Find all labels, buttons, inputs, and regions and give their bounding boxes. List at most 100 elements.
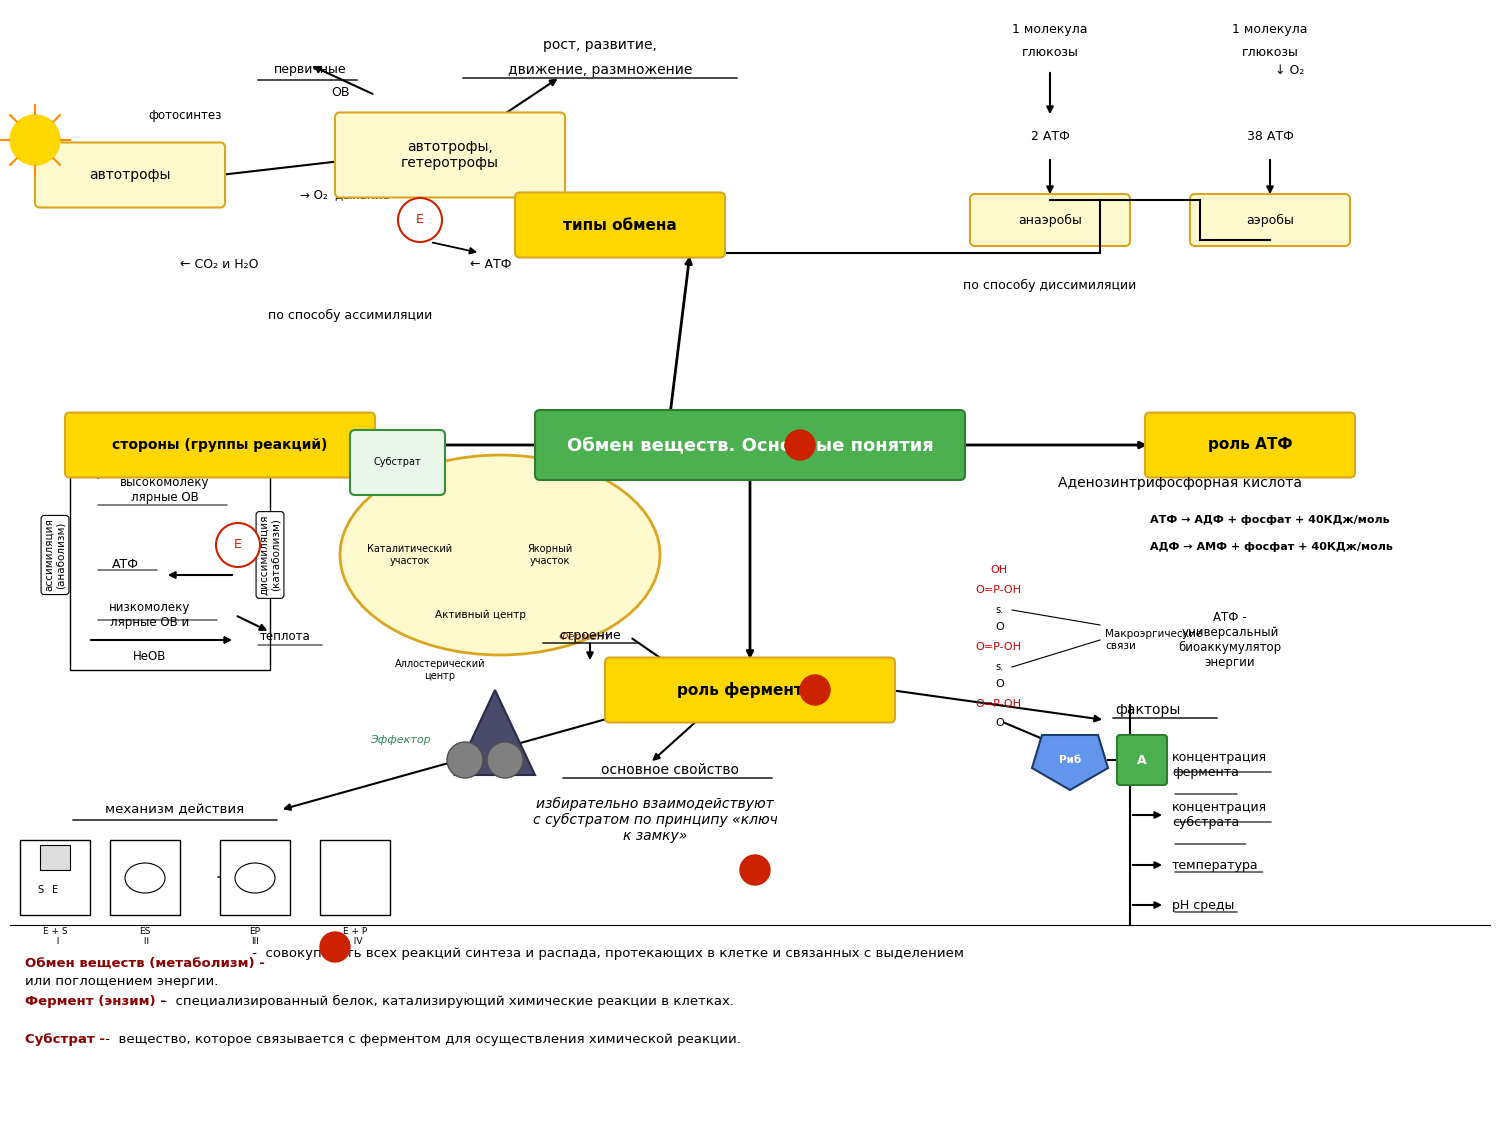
Text: -  совокупность всех реакций синтеза и распада, протекающих в клетке и связанных: - совокупность всех реакций синтеза и ра… [248, 946, 964, 960]
Text: s.: s. [994, 662, 1004, 672]
Text: рН среды: рН среды [1172, 899, 1234, 911]
Text: Е: Е [234, 539, 242, 551]
Text: высокомолеку
лярные ОВ: высокомолеку лярные ОВ [120, 476, 210, 504]
Text: O=P-OH: O=P-OH [975, 585, 1022, 595]
Ellipse shape [340, 455, 660, 655]
FancyBboxPatch shape [40, 845, 70, 870]
Text: 38 АТФ: 38 АТФ [1246, 130, 1293, 144]
FancyBboxPatch shape [1190, 193, 1350, 246]
Text: Якорный
участок: Якорный участок [528, 544, 573, 566]
Text: первичные: первичные [273, 63, 346, 76]
Text: избирательно взаимодействуют
с субстратом по принципу «ключ
к замку»: избирательно взаимодействуют с субстрато… [532, 796, 777, 844]
Circle shape [488, 742, 524, 778]
Text: Эффектор: Эффектор [369, 735, 430, 745]
Text: OH: OH [990, 565, 1006, 575]
FancyBboxPatch shape [320, 840, 390, 915]
Text: S: S [38, 885, 44, 896]
Text: Обмен веществ (метаболизм) -: Обмен веществ (метаболизм) - [26, 956, 266, 970]
Text: Каталитический
участок: Каталитический участок [368, 544, 453, 566]
Circle shape [398, 198, 442, 242]
Text: движение, размножение: движение, размножение [509, 63, 692, 76]
Text: Аллостерический
центр: Аллостерический центр [394, 659, 486, 681]
Text: ↓ O₂: ↓ O₂ [1275, 63, 1305, 76]
Text: E + P
  IV: E + P IV [344, 927, 368, 946]
Text: Фермент (энзим) -: Фермент (энзим) - [26, 994, 166, 1008]
Text: ← CO₂ и H₂O: ← CO₂ и H₂O [180, 259, 258, 271]
Text: диссимиляция
(катаболизм): диссимиляция (катаболизм) [260, 515, 280, 595]
FancyBboxPatch shape [1144, 413, 1354, 477]
Ellipse shape [236, 863, 274, 893]
Text: Обмен веществ. Основные понятия: Обмен веществ. Основные понятия [567, 436, 933, 454]
Text: O: O [994, 680, 1004, 688]
Text: основное свойство: основное свойство [602, 763, 740, 777]
Text: O=P-OH: O=P-OH [975, 699, 1022, 709]
Text: Субстрат -: Субстрат - [26, 1033, 105, 1045]
Text: низкомолеку
лярные ОВ и: низкомолеку лярные ОВ и [110, 601, 190, 629]
Text: O=P-OH: O=P-OH [975, 642, 1022, 652]
Text: фотосинтез: фотосинтез [148, 108, 222, 122]
FancyBboxPatch shape [110, 840, 180, 915]
Text: 2 АТФ: 2 АТФ [1030, 130, 1069, 144]
Text: концентрация
фермента: концентрация фермента [1172, 752, 1268, 778]
Text: роль ферментов: роль ферментов [676, 682, 824, 698]
FancyBboxPatch shape [20, 840, 90, 915]
Text: глюкозы: глюкозы [1242, 46, 1299, 60]
Text: ОВ: ОВ [330, 87, 350, 99]
Text: ← АТФ: ← АТФ [470, 259, 512, 271]
FancyBboxPatch shape [350, 430, 445, 495]
Ellipse shape [124, 863, 165, 893]
Text: А: А [1137, 754, 1148, 766]
Text: Е: Е [416, 214, 424, 226]
Text: или поглощением энергии.: или поглощением энергии. [26, 974, 219, 988]
Text: концентрация
субстрата: концентрация субстрата [1172, 801, 1268, 829]
Text: 1 молекула: 1 молекула [1233, 24, 1308, 36]
Text: автотрофы,
гетеротрофы: автотрофы, гетеротрофы [400, 140, 500, 170]
Text: механизм действия: механизм действия [105, 803, 244, 817]
FancyBboxPatch shape [334, 112, 566, 198]
Text: -  вещество, которое связывается с ферментом для осуществления химической реакци: - вещество, которое связывается с фермен… [100, 1033, 741, 1045]
Text: 1 молекула: 1 молекула [1013, 24, 1088, 36]
Text: → O₂  дыхание: → O₂ дыхание [300, 189, 390, 201]
Text: Субстрат: Субстрат [374, 457, 422, 467]
Polygon shape [454, 690, 536, 775]
Text: EP
III: EP III [249, 927, 261, 946]
FancyBboxPatch shape [970, 193, 1130, 246]
Text: АТФ: АТФ [111, 558, 138, 572]
Circle shape [447, 742, 483, 778]
Text: рост, развитие,: рост, развитие, [543, 38, 657, 52]
Text: аэробы: аэробы [1246, 214, 1294, 226]
Text: -  специализированный белок, катализирующий химические реакции в клетках.: - специализированный белок, катализирующ… [158, 994, 734, 1008]
Circle shape [10, 115, 60, 165]
Text: E + S
  I: E + S I [42, 927, 68, 946]
FancyBboxPatch shape [34, 143, 225, 207]
Text: O: O [994, 718, 1004, 728]
Circle shape [800, 675, 830, 705]
Text: Макроэргические
связи: Макроэргические связи [1106, 629, 1203, 650]
FancyBboxPatch shape [536, 410, 964, 480]
Text: O: O [994, 622, 1004, 632]
Text: АТФ -
универсальный
биоаккумулятор
энергии: АТФ - универсальный биоаккумулятор энерг… [1179, 611, 1281, 669]
FancyBboxPatch shape [1118, 735, 1167, 785]
Text: E: E [53, 885, 58, 896]
Text: факторы: факторы [1114, 703, 1180, 717]
FancyBboxPatch shape [514, 192, 724, 258]
Text: АТФ → АДФ + фосфат + 40КДж/моль: АТФ → АДФ + фосфат + 40КДж/моль [1150, 515, 1389, 525]
Polygon shape [1032, 735, 1108, 790]
Text: роль АТФ: роль АТФ [1208, 438, 1292, 452]
Text: глюкозы: глюкозы [1022, 46, 1078, 60]
Text: стороны (группы реакций): стороны (группы реакций) [112, 438, 327, 452]
Circle shape [784, 430, 814, 460]
Text: температура: температура [1172, 858, 1258, 872]
Text: строение: строение [560, 629, 621, 641]
FancyBboxPatch shape [64, 413, 375, 477]
Text: ассимиляция
(анаболизм): ассимиляция (анаболизм) [44, 519, 66, 592]
FancyBboxPatch shape [604, 657, 896, 722]
Text: Аденозинтрифосфорная кислота: Аденозинтрифосфорная кислота [1058, 476, 1302, 490]
FancyBboxPatch shape [220, 840, 290, 915]
Text: s.: s. [994, 605, 1004, 615]
Text: ES
 II: ES II [140, 927, 150, 946]
Text: Риб: Риб [1059, 755, 1082, 765]
Text: АДФ → АМФ + фосфат + 40КДж/моль: АДФ → АМФ + фосфат + 40КДж/моль [1150, 542, 1394, 552]
Text: НеОВ: НеОВ [134, 650, 166, 664]
Text: автотрофы: автотрофы [90, 168, 171, 182]
